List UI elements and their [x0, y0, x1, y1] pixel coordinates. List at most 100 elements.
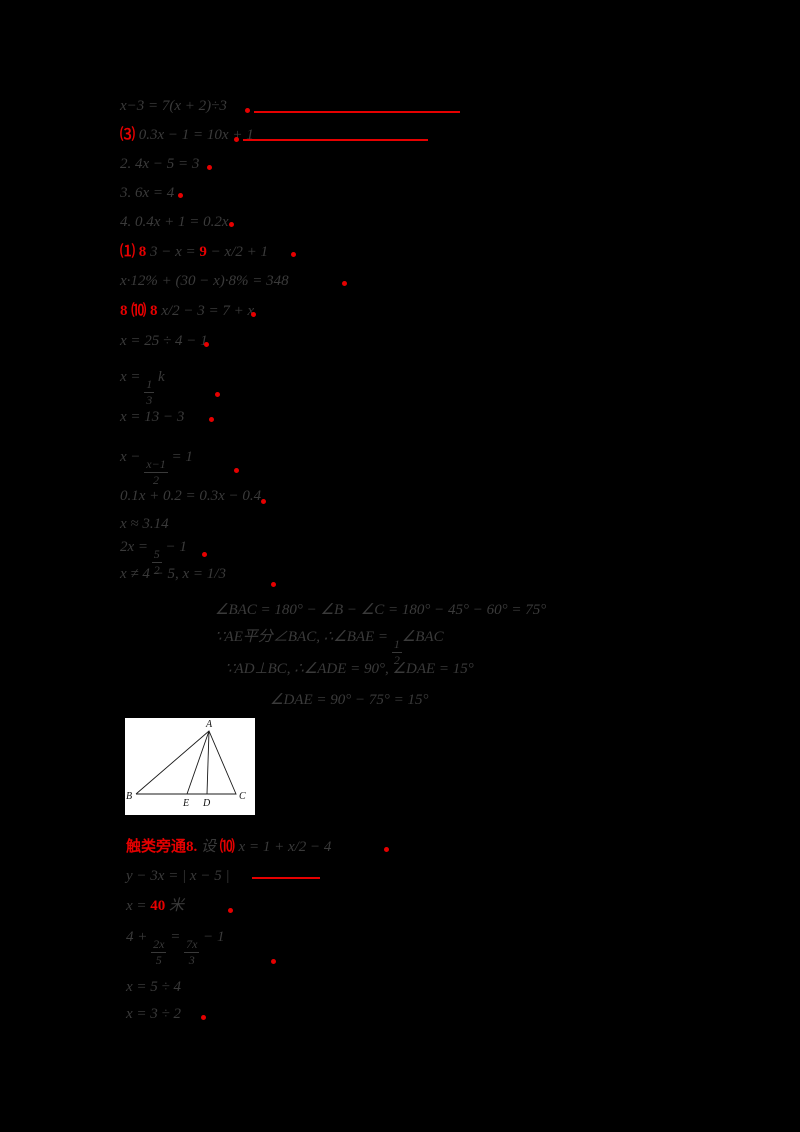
- triangle-diagram: A B C E D: [126, 719, 246, 809]
- math-text: ∠BAC: [401, 629, 444, 645]
- math-text: x ≠ 4 − 5, x = 1/3: [120, 566, 226, 582]
- math-text: ∵AD⊥BC, ∴∠ADE = 90°, ∠DAE = 15°: [225, 661, 474, 677]
- red-period-dot: [251, 312, 256, 317]
- text-line: 4. 0.4x + 1 = 0.2x: [120, 213, 229, 232]
- red-period-dot: [271, 959, 276, 964]
- math-text: ∠BAC = 180° − ∠B − ∠C = 180° − 45° − 60°…: [215, 602, 547, 618]
- red-underline: [254, 111, 460, 113]
- math-text: x = 1 + x/2 − 4: [234, 839, 332, 855]
- text-line: y − 3x = | x − 5 |: [126, 867, 230, 886]
- red-period-dot: [342, 281, 347, 286]
- text-line: x = 40 米: [126, 897, 184, 916]
- math-text: − 1: [161, 539, 187, 555]
- text-line: ∵AE平分∠BAC, ∴∠BAE = 1 2 ∠BAC: [215, 628, 444, 667]
- red-period-dot: [271, 582, 276, 587]
- text-line: 触类旁通8. 设 ⑽ x = 1 + x/2 − 4: [126, 838, 331, 857]
- red-period-dot: [291, 252, 296, 257]
- text-line: x·12% + (30 − x)·8% = 348: [120, 272, 289, 291]
- text-line: 4 + 2x 5 = 7x 3 − 1: [126, 928, 225, 967]
- text-line: x ≈ 3.14: [120, 515, 169, 534]
- red-annotation-text: 40: [150, 898, 166, 914]
- math-text: x =: [126, 898, 151, 914]
- red-period-dot: [215, 392, 220, 397]
- red-annotation-text: ⑶: [120, 127, 139, 143]
- math-text: 0.3x − 1 = 10x + 1: [138, 127, 254, 143]
- red-period-dot: [178, 193, 183, 198]
- text-line: ∠DAE = 90° − 75° = 15°: [270, 691, 428, 710]
- vertex-label-B: B: [126, 791, 132, 802]
- fraction: x−1 2: [144, 457, 168, 488]
- math-text: x = 3 ÷ 2: [126, 1006, 182, 1022]
- red-annotation-text: 触类旁通8.: [126, 839, 198, 855]
- red-period-dot: [204, 342, 209, 347]
- math-text: ∵AE平分∠BAC, ∴∠BAE =: [215, 629, 392, 645]
- text-line: 8 ⑽ 8 x/2 − 3 = 7 + x: [120, 302, 254, 321]
- segment-AE: [186, 730, 210, 795]
- text-line: x − x−1 2 = 1: [120, 448, 193, 487]
- red-period-dot: [384, 847, 389, 852]
- red-period-dot: [202, 552, 207, 557]
- math-text: 米: [165, 898, 185, 914]
- text-line: x = 25 ÷ 4 − 1: [120, 332, 208, 351]
- red-annotation-text: ⑴ 8: [120, 244, 151, 260]
- math-text: = 1: [167, 449, 193, 465]
- text-line: ∵AD⊥BC, ∴∠ADE = 90°, ∠DAE = 15°: [225, 660, 474, 679]
- math-text: 3 − x =: [150, 244, 200, 260]
- text-line: 0.1x + 0.2 = 0.3x − 0.4: [120, 487, 261, 506]
- math-text: =: [166, 929, 185, 945]
- red-underline: [252, 877, 320, 879]
- text-line: x = 5 ÷ 4: [126, 978, 181, 997]
- math-text: x = 13 − 3: [120, 409, 185, 425]
- math-text: 设: [197, 839, 220, 855]
- math-text: x−3 = 7(x + 2)÷3: [120, 98, 227, 114]
- math-text: x =: [120, 369, 145, 385]
- vertex-label-C: C: [239, 791, 246, 802]
- text-line: x−3 = 7(x + 2)÷3: [120, 97, 227, 116]
- red-period-dot: [229, 222, 234, 227]
- red-period-dot: [209, 417, 214, 422]
- vertex-label-A: A: [205, 719, 213, 730]
- red-annotation-text: 8 ⑽ 8: [120, 303, 162, 319]
- math-text: y − 3x = | x − 5 |: [126, 868, 230, 884]
- red-period-dot: [207, 165, 212, 170]
- red-period-dot: [201, 1015, 206, 1020]
- math-text: ∠DAE = 90° − 75° = 15°: [270, 692, 429, 708]
- math-text: 4 +: [126, 929, 152, 945]
- math-text: 2. 4x − 5 = 3: [120, 156, 200, 172]
- red-period-dot: [245, 108, 250, 113]
- segment-AD: [206, 730, 210, 795]
- red-period-dot: [234, 468, 239, 473]
- text-line: ∠BAC = 180° − ∠B − ∠C = 180° − 45° − 60°…: [215, 601, 546, 620]
- text-line: ⑶ 0.3x − 1 = 10x + 1: [120, 126, 254, 145]
- red-annotation-text: 9: [199, 244, 207, 260]
- triangle-outline: [135, 730, 237, 795]
- fraction: 7x 3: [184, 937, 200, 968]
- text-line: x ≠ 4 − 5, x = 1/3: [120, 565, 226, 584]
- math-text: − x/2 + 1: [206, 244, 268, 260]
- math-text: x = 5 ÷ 4: [126, 979, 182, 995]
- math-text: − 1: [199, 929, 225, 945]
- text-line: ⑴ 8 3 − x = 9 − x/2 + 1: [120, 243, 268, 262]
- red-period-dot: [234, 137, 239, 142]
- math-text: 0.1x + 0.2 = 0.3x − 0.4: [120, 488, 262, 504]
- point-label-E: E: [182, 798, 189, 809]
- red-annotation-text: ⑽: [219, 839, 235, 855]
- red-underline: [243, 139, 428, 141]
- text-line: 3. 6x = 4: [120, 184, 174, 203]
- point-label-D: D: [202, 798, 211, 809]
- math-text: x ≈ 3.14: [120, 516, 169, 532]
- math-text: 3. 6x = 4: [120, 185, 175, 201]
- text-line: x = 13 − 3: [120, 408, 184, 427]
- math-text: x·12% + (30 − x)·8% = 348: [120, 273, 289, 289]
- text-line: x = 3 ÷ 2: [126, 1005, 181, 1024]
- math-text: x −: [120, 449, 145, 465]
- red-period-dot: [228, 908, 233, 913]
- fraction: 2x 5: [151, 937, 167, 968]
- math-text: 4. 0.4x + 1 = 0.2x: [120, 214, 229, 230]
- math-text: 2x =: [120, 539, 152, 555]
